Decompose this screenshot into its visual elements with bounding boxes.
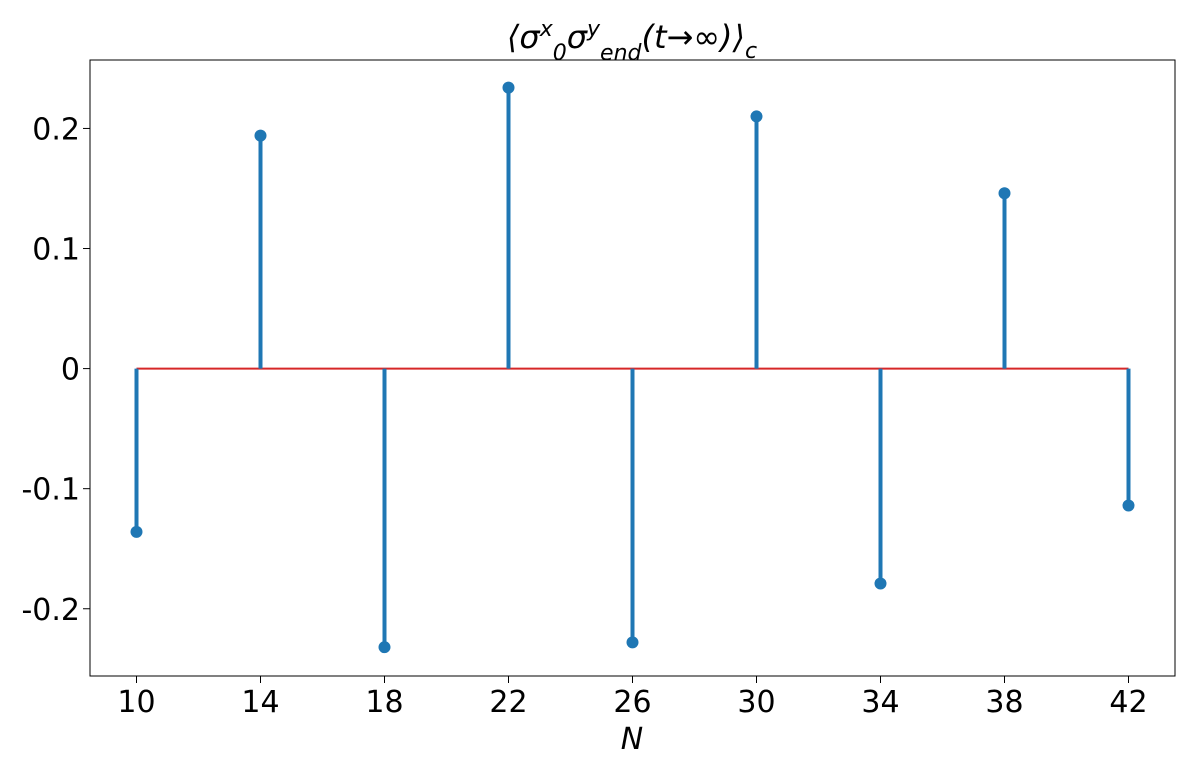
chart-title-part-2: 0 <box>553 41 567 66</box>
chart-title-part-4: y <box>586 17 601 42</box>
chart-title-part-0: ⟨σ <box>507 18 541 56</box>
y-tick-label: 0.2 <box>32 112 80 147</box>
chart-title-part-6: (t→∞)⟩ <box>641 18 744 56</box>
x-axis-ticks: 10 14 18 22 26 30 34 38 42 <box>117 676 1148 720</box>
y-tick-label: 0 <box>61 353 80 388</box>
chart-title: ⟨σx0σyend(t→∞)⟩c <box>507 17 757 66</box>
stem-marker <box>378 641 391 654</box>
chart-title-part-5: end <box>600 41 642 66</box>
x-axis-label: N <box>621 722 643 757</box>
stem-marker <box>626 636 639 649</box>
x-tick-label: 30 <box>737 685 775 720</box>
x-tick-label: 14 <box>241 685 279 720</box>
stem-marker <box>254 129 267 142</box>
stem-marker <box>502 81 515 94</box>
stem-marker <box>874 577 887 590</box>
x-tick-label: 34 <box>861 685 899 720</box>
x-tick-label: 18 <box>365 685 403 720</box>
y-axis-ticks: -0.2 -0.1 0 0.1 0.2 <box>21 112 90 628</box>
stem-marker <box>130 525 143 538</box>
stem-series <box>130 81 1135 654</box>
stem-marker <box>1122 499 1135 512</box>
y-tick-label: -0.2 <box>21 593 80 628</box>
y-tick-label: -0.1 <box>21 473 80 508</box>
x-tick-label: 26 <box>613 685 651 720</box>
plot-area-frame <box>89 59 1176 677</box>
chart-title-part-7: c <box>745 39 757 64</box>
x-tick-label: 22 <box>489 685 527 720</box>
y-tick-label: 0.1 <box>32 233 80 268</box>
x-tick-label: 38 <box>985 685 1023 720</box>
chart-title-part-1: x <box>539 17 554 42</box>
stem-marker <box>998 187 1011 200</box>
x-tick-label: 10 <box>117 685 155 720</box>
x-tick-label: 42 <box>1109 685 1147 720</box>
stem-marker <box>750 110 763 123</box>
chart-title-part-3: σ <box>567 18 589 56</box>
